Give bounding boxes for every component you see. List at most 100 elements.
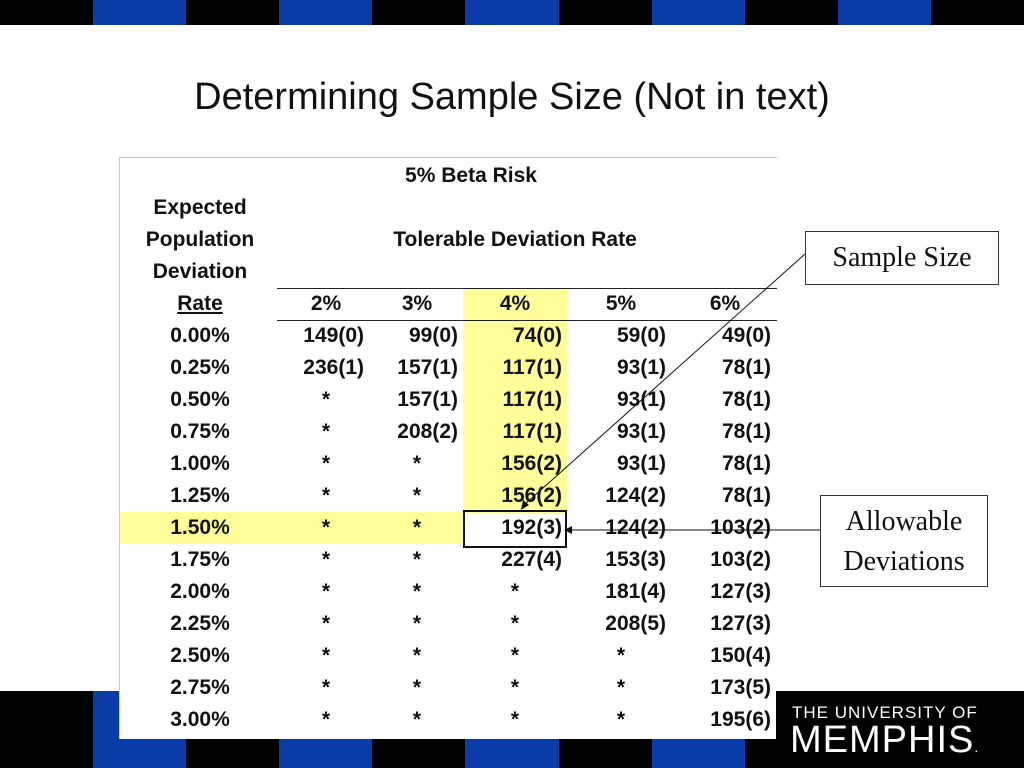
table-cell: * <box>412 548 422 571</box>
table-cell: * <box>321 516 331 539</box>
top-stripe-segment <box>279 0 373 25</box>
logo-line-1: THE UNIVERSITY OF <box>792 703 978 722</box>
table-cell: * <box>321 708 331 731</box>
table-cell: 181(4) <box>605 580 666 603</box>
table-cell: * <box>321 676 331 699</box>
table-cell: 78(1) <box>721 356 771 379</box>
university-logo: THE UNIVERSITY OF MEMPHIS. <box>776 691 1024 768</box>
rate-cell: 2.25% <box>170 612 230 635</box>
table-cell: 124(2) <box>605 516 666 539</box>
table-cell: 93(1) <box>616 420 666 443</box>
rate-cell: 1.75% <box>170 548 230 571</box>
table-cell: 78(1) <box>721 452 771 475</box>
highlight-row-1-50pct <box>120 512 463 544</box>
table-cell: 117(1) <box>502 420 562 443</box>
top-stripe-segment <box>0 0 94 25</box>
table-cell: * <box>321 612 331 635</box>
column-header-divider-line <box>277 320 777 321</box>
table-cell: 208(2) <box>397 420 458 443</box>
table-cell: 59(0) <box>616 324 666 347</box>
table-cell: 99(0) <box>408 324 458 347</box>
table-cell: * <box>510 676 520 699</box>
allowable-deviations-callout-line-2: Deviations <box>843 546 965 577</box>
top-stripe-segment <box>372 0 466 25</box>
column-header: 5% <box>605 292 637 315</box>
row-header-line: Deviation <box>152 260 248 283</box>
column-header: 6% <box>709 292 741 315</box>
table-cell: * <box>510 612 520 635</box>
rate-cell: 2.00% <box>170 580 230 603</box>
rate-cell: 2.50% <box>170 644 230 667</box>
slide-title: Determining Sample Size (Not in text) <box>194 76 830 118</box>
table-cell: * <box>321 548 331 571</box>
table-cell: 74(0) <box>512 324 562 347</box>
table-cell: * <box>321 388 331 411</box>
allowable-deviations-callout-line-1: Allowable <box>845 506 963 537</box>
sample-size-pointer-line <box>523 253 806 506</box>
table-cell: 157(1) <box>397 356 458 379</box>
rate-cell: 0.75% <box>170 420 230 443</box>
table-cell: * <box>616 644 626 667</box>
table-cell: * <box>616 676 626 699</box>
table-cell: 49(0) <box>721 324 771 347</box>
table-cell: * <box>510 644 520 667</box>
sample-size-callout-text: Sample Size <box>832 242 972 273</box>
table-cell: 208(5) <box>605 612 666 635</box>
logo-mark: . <box>974 739 980 755</box>
top-stripe-segment <box>744 0 838 25</box>
table-cell: * <box>321 452 331 475</box>
table-cell: * <box>510 580 520 603</box>
beta-risk-header: 5% Beta Risk <box>405 164 537 187</box>
table-cell: 103(2) <box>710 548 771 571</box>
table-cell: * <box>510 708 520 731</box>
table-cell: 117(1) <box>502 356 562 379</box>
logo-line-2: MEMPHIS. <box>790 719 979 762</box>
table-cell: 149(0) <box>303 324 364 347</box>
top-stripe-segment <box>558 0 652 25</box>
table-cell: 93(1) <box>616 356 666 379</box>
rate-cell: 1.00% <box>170 452 230 475</box>
table-cell: * <box>412 452 422 475</box>
table-cell: * <box>321 644 331 667</box>
rate-cell: 0.00% <box>170 324 230 347</box>
table-cell: * <box>412 484 422 507</box>
sample-size-arrowhead <box>521 500 529 510</box>
table-cell: 153(3) <box>605 548 666 571</box>
table-cell: 236(1) <box>303 356 364 379</box>
table-cell: 192(3) <box>501 516 562 539</box>
table-cell: * <box>412 644 422 667</box>
table-cell: 195(6) <box>710 708 771 731</box>
table-cell: 156(2) <box>501 452 562 475</box>
column-group-header: Tolerable Deviation Rate <box>393 228 637 251</box>
rate-cell: 3.00% <box>170 708 230 731</box>
table-cell: * <box>321 420 331 443</box>
table-cell: 124(2) <box>605 484 666 507</box>
table-cell: 117(1) <box>502 388 562 411</box>
allowable-deviations-callout: Allowable Deviations <box>820 495 988 587</box>
column-header: 3% <box>401 292 433 315</box>
rate-cell: 0.25% <box>170 356 230 379</box>
row-header-line: Rate <box>177 292 223 315</box>
top-stripe-segment <box>186 0 280 25</box>
table-cell: 156(2) <box>501 484 562 507</box>
rate-cell: 2.75% <box>170 676 230 699</box>
row-header-line: Population <box>145 228 255 251</box>
rate-cell: 0.50% <box>170 388 230 411</box>
table-cell: 103(2) <box>710 516 771 539</box>
table-cell: 93(1) <box>616 452 666 475</box>
bottom-stripe-segment <box>0 691 94 768</box>
table-cell: * <box>321 484 331 507</box>
column-header: 2% <box>310 292 342 315</box>
table-cell: 78(1) <box>721 420 771 443</box>
logo-wordmark: MEMPHIS <box>790 719 975 761</box>
highlight-column-4pct <box>463 288 567 514</box>
table-cell: * <box>412 580 422 603</box>
table-cell: 173(5) <box>710 676 771 699</box>
top-stripe-segment <box>837 0 931 25</box>
column-header: 4% <box>499 292 531 315</box>
top-stripe-segment <box>651 0 745 25</box>
table-cell: * <box>321 580 331 603</box>
table-cell: 227(4) <box>501 548 562 571</box>
table-cell: 78(1) <box>721 484 771 507</box>
